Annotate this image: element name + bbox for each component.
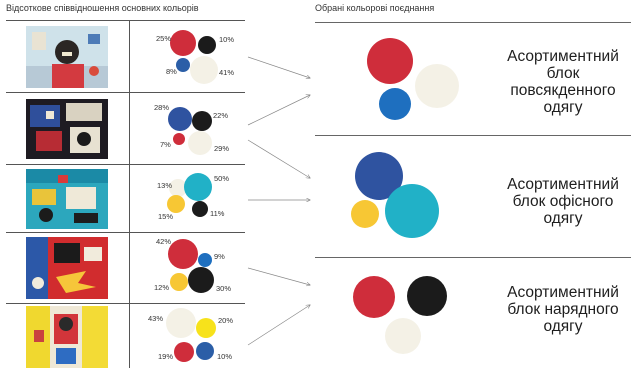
block-label: Асортиментний блок офісного одягу xyxy=(507,176,619,227)
arrow-row4-to-block3 xyxy=(247,267,310,285)
blue-swatch xyxy=(196,342,214,360)
percent-label-blue: 8% xyxy=(166,67,177,76)
percent-label-yellow: 12% xyxy=(154,283,170,292)
red-swatch xyxy=(174,342,194,362)
palette-row-2: 28% 22% 7% 29% xyxy=(6,93,245,165)
color-ratio-cell: 42% 9% 12% 30% xyxy=(130,233,245,304)
percent-label-blue: 10% xyxy=(217,352,233,361)
block-label: Асортиментний блок нарядного одягу xyxy=(507,284,619,335)
color-ratio-cell: 28% 22% 7% 29% xyxy=(130,93,245,165)
percent-label-red: 7% xyxy=(160,140,171,149)
percent-label-yellow: 15% xyxy=(158,212,174,221)
color-ratio-cell: 13% 50% 15% 11% xyxy=(130,165,245,233)
combination-block-2: Асортиментний блок офісного одягу xyxy=(315,136,631,258)
cream-swatch xyxy=(190,56,218,84)
row-vertical-divider xyxy=(129,304,130,368)
painting-thumbnail-4 xyxy=(26,237,108,299)
painting-thumbnail-5 xyxy=(26,306,108,368)
red-swatch xyxy=(353,276,395,318)
percent-label-black: 11% xyxy=(210,209,225,218)
block-divider xyxy=(315,22,631,23)
percent-label-red: 19% xyxy=(158,352,174,361)
painting-cell xyxy=(6,93,129,165)
percent-label-red: 42% xyxy=(156,237,172,246)
arrow-row5-to-block3 xyxy=(247,305,310,346)
painting-cell xyxy=(6,165,129,233)
arrow-row2-to-block2 xyxy=(247,139,310,178)
block-divider xyxy=(315,257,631,258)
row-divider xyxy=(6,92,245,93)
painting-thumbnail-3 xyxy=(26,169,108,229)
combination-block-3: Асортиментний блок нарядного одягу xyxy=(315,258,631,368)
black-swatch xyxy=(192,201,208,217)
percent-label-teal: 50% xyxy=(214,174,230,183)
percent-label-black: 22% xyxy=(213,111,229,120)
blue-swatch xyxy=(379,88,411,120)
red-swatch xyxy=(367,38,413,84)
percent-label-black: 30% xyxy=(216,284,232,293)
yellow-swatch xyxy=(167,195,185,213)
row-vertical-divider xyxy=(129,93,130,165)
percent-label-cream: 43% xyxy=(148,314,164,323)
palette-row-4: 42% 9% 12% 30% xyxy=(6,233,245,304)
cream-swatch xyxy=(166,308,196,338)
painting-cell xyxy=(6,233,129,304)
row-divider xyxy=(6,232,245,233)
red-swatch xyxy=(168,239,198,269)
red-swatch xyxy=(173,133,185,145)
percent-label-black: 10% xyxy=(219,35,235,44)
arrow-row2-to-block1 xyxy=(247,95,310,126)
arrow-row1-to-block1 xyxy=(247,56,310,78)
percent-label-yellow: 20% xyxy=(218,316,234,325)
palette-row-1: 25% 10% 8% 41% xyxy=(6,20,245,93)
blue-swatch xyxy=(198,253,212,267)
block-label: Асортиментний блок повсякденного одягу xyxy=(507,48,619,116)
cream-swatch xyxy=(385,318,421,354)
row-divider xyxy=(6,303,245,304)
painting-cell xyxy=(6,20,129,93)
row-divider xyxy=(6,20,245,21)
cream-swatch xyxy=(169,179,187,197)
painting-thumbnail-2 xyxy=(26,99,108,159)
percent-label-red: 25% xyxy=(156,34,172,43)
blue-swatch xyxy=(176,58,190,72)
combination-block-1: Асортиментний блок повсякденного одягу xyxy=(315,18,631,136)
red-swatch xyxy=(170,30,196,56)
black-swatch xyxy=(198,36,216,54)
cream-swatch xyxy=(415,64,459,108)
yellow-swatch xyxy=(170,273,188,291)
yellow-swatch xyxy=(351,200,379,228)
yellow-swatch xyxy=(196,318,216,338)
painting-thumbnail-1 xyxy=(26,26,108,88)
percent-label-cream: 41% xyxy=(219,68,235,77)
percent-label-navy: 28% xyxy=(154,103,170,112)
cream-swatch xyxy=(188,131,212,155)
row-vertical-divider xyxy=(129,20,130,93)
teal-swatch xyxy=(184,173,212,201)
palette-row-3: 13% 50% 15% 11% xyxy=(6,165,245,233)
color-ratio-cell: 43% 20% 19% 10% xyxy=(130,304,245,368)
row-vertical-divider xyxy=(129,233,130,304)
left-section-title: Відсоткове співвідношення основних кольо… xyxy=(6,3,199,13)
teal-swatch xyxy=(385,184,439,238)
percent-label-cream: 13% xyxy=(157,181,173,190)
black-swatch xyxy=(407,276,447,316)
right-section-title: Обрані кольорові поєднання xyxy=(315,3,435,13)
row-divider xyxy=(6,164,245,165)
color-ratio-cell: 25% 10% 8% 41% xyxy=(130,20,245,93)
row-vertical-divider xyxy=(129,165,130,233)
navy-swatch xyxy=(168,107,192,131)
palette-row-5: 43% 20% 19% 10% xyxy=(6,304,245,368)
percent-label-cream: 29% xyxy=(214,144,230,153)
black-swatch xyxy=(192,111,212,131)
percent-label-blue: 9% xyxy=(214,252,225,261)
painting-cell xyxy=(6,304,129,368)
black-swatch xyxy=(188,267,214,293)
block-divider xyxy=(315,135,631,136)
